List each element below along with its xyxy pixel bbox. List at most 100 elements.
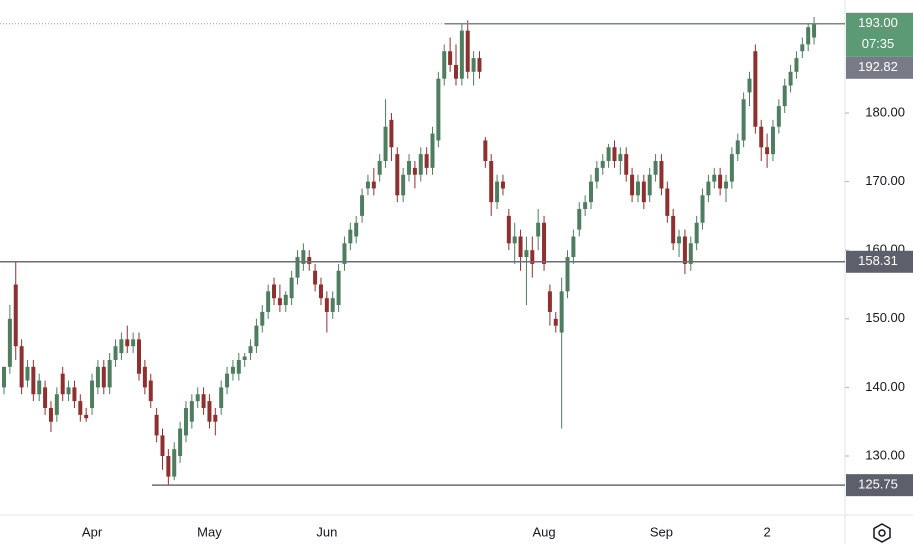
candle-body [2, 366, 6, 388]
candle-body [471, 58, 476, 72]
candle-body [788, 71, 793, 86]
candle-body [166, 456, 171, 477]
candle-body [330, 298, 335, 312]
candle-body [48, 407, 53, 422]
price-label-box [846, 474, 913, 497]
candle-body [436, 78, 441, 141]
candle-body [60, 373, 65, 395]
candle-body [612, 147, 617, 162]
candle-body [418, 154, 423, 175]
candle-body [782, 85, 787, 107]
x-tick-label: Jun [316, 524, 337, 539]
x-tick-label: May [197, 524, 222, 539]
candle-body [671, 215, 676, 244]
candle-body [512, 236, 517, 244]
candle-body [407, 161, 412, 175]
price-label-box [846, 12, 913, 57]
candle-body [542, 222, 547, 264]
candle-body [107, 359, 112, 388]
candle-body [336, 270, 341, 306]
candle-body [189, 401, 194, 422]
candle-body [236, 359, 241, 374]
candle-body [137, 339, 142, 374]
candle-body [307, 257, 312, 264]
candle-body [477, 58, 482, 72]
candle-body [183, 407, 188, 436]
candle-body [577, 209, 582, 230]
candle-body [283, 294, 288, 306]
candle-body [242, 356, 247, 360]
candle-body [483, 140, 488, 162]
candle-body [13, 284, 18, 347]
x-tick-label: Sep [650, 524, 673, 539]
candle-body [495, 181, 500, 203]
candle-body [377, 161, 382, 175]
candle-body [806, 27, 811, 45]
price-label: 158.31 [858, 253, 898, 268]
settings-hexagon[interactable] [873, 523, 891, 543]
candle-body [770, 126, 775, 155]
settings-icon[interactable] [873, 523, 891, 543]
candle-body [125, 339, 130, 347]
candle-body [142, 366, 147, 388]
candle-body [201, 394, 206, 408]
candle-body [594, 167, 599, 182]
candle-body [43, 387, 48, 408]
candle-body [589, 181, 593, 203]
candle-body [266, 291, 271, 312]
price-label-box [846, 56, 913, 79]
candle-body [677, 236, 682, 244]
candle-body [700, 195, 705, 223]
candle-body [630, 174, 635, 196]
candle-body [301, 250, 306, 264]
candle-body [119, 339, 124, 354]
candle-body [172, 449, 177, 477]
candle-body [559, 291, 564, 333]
candle-body [741, 99, 746, 141]
candle-body [653, 161, 658, 175]
candle-body [318, 284, 323, 299]
candle-body [195, 394, 200, 402]
candle-body [31, 366, 36, 395]
candle-body [248, 346, 253, 354]
candle-body [395, 154, 400, 196]
candle-body [571, 236, 576, 258]
candle-body [54, 394, 59, 415]
candle-body [665, 188, 670, 216]
candle-body [618, 154, 623, 162]
candle-body [90, 380, 95, 408]
candle-body [313, 270, 318, 285]
candle-body [565, 257, 570, 292]
candle-body [19, 346, 24, 388]
candle-body [536, 222, 541, 237]
settings-dot[interactable] [878, 529, 886, 537]
price-countdown: 07:35 [862, 36, 895, 51]
price-label: 193.00 [858, 15, 898, 30]
candle-body [765, 147, 770, 155]
candle-body [600, 161, 605, 168]
candle-body [530, 250, 535, 264]
price-label-box [846, 250, 913, 273]
candle-body [37, 380, 42, 395]
candle-body [424, 154, 429, 168]
candle-body [812, 23, 817, 38]
candle-body [25, 366, 30, 381]
candle-body [553, 318, 558, 326]
candle-body [694, 222, 699, 244]
candle-body [606, 147, 611, 162]
candle-body [113, 346, 118, 360]
candle-body [448, 51, 453, 65]
candle-body [213, 414, 218, 422]
candle-body [371, 181, 376, 189]
candle-body [753, 51, 758, 127]
candle-body [459, 30, 464, 79]
candle-body [289, 277, 294, 299]
candle-body [735, 140, 740, 155]
candle-body [178, 428, 183, 457]
candle-body [148, 380, 153, 402]
candle-body [78, 401, 83, 415]
x-tick-label: Aug [532, 524, 555, 539]
candle-body [442, 51, 447, 79]
candle-body [430, 133, 435, 168]
price-label: 125.75 [858, 477, 898, 492]
